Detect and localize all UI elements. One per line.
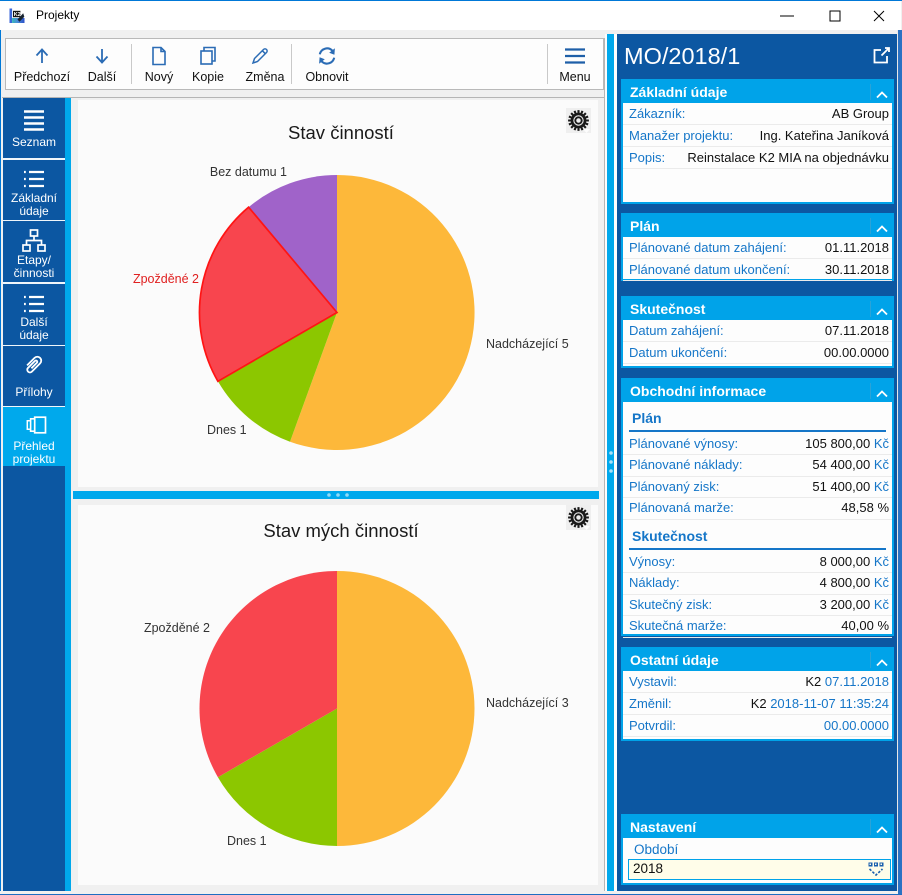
svg-text:Zpožděné 2: Zpožděné 2 (144, 621, 210, 635)
svg-text:K2: K2 (14, 12, 21, 18)
svg-text:Nadcházející 5: Nadcházející 5 (486, 337, 569, 351)
svg-text:Stav činností: Stav činností (288, 122, 395, 143)
svg-text:Zpožděné 2: Zpožděné 2 (133, 272, 199, 286)
svg-text:Dnes 1: Dnes 1 (227, 834, 267, 848)
svg-text:Bez datumu 1: Bez datumu 1 (210, 165, 287, 179)
svg-text:Dnes 1: Dnes 1 (207, 423, 247, 437)
svg-text:Nadcházející 3: Nadcházející 3 (486, 696, 569, 710)
svg-text:Stav mých činností: Stav mých činností (263, 520, 419, 541)
